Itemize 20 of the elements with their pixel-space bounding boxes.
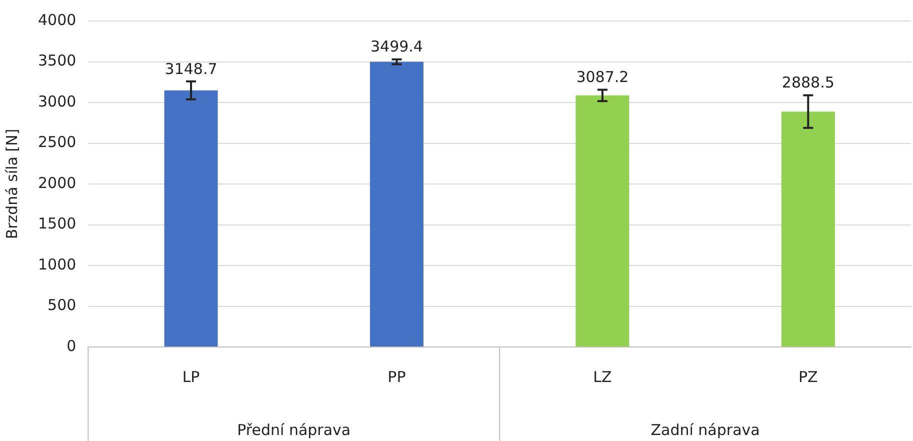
y-axis-title: Brzdná síla [N] [2, 128, 21, 240]
y-tick-label: 3000 [38, 92, 76, 110]
y-tick-label: 4000 [38, 10, 76, 29]
y-tick-label: 1500 [38, 214, 76, 233]
text: Přední náprava [237, 420, 351, 439]
data-label: 3148.7 [164, 60, 218, 78]
data-label: 3499.4 [370, 38, 423, 56]
y-tick-label: 500 [48, 296, 76, 314]
data-label: 2888.5 [782, 74, 834, 92]
y-tick-label: 0 [66, 336, 76, 355]
y-tick-label: 2500 [38, 133, 76, 152]
y-tick-label: 3500 [38, 52, 76, 70]
y-tick-label: 2000 [38, 174, 76, 192]
x-tick-label: LZ [593, 368, 612, 386]
x-tick-label: PP [388, 368, 406, 386]
x-tick-label: LP [182, 368, 200, 386]
data-label: 3087.2 [576, 68, 629, 86]
text: Zadní náprava [650, 420, 760, 439]
y-tick-label: 1000 [38, 255, 76, 274]
x-tick-label: PZ [798, 368, 818, 386]
